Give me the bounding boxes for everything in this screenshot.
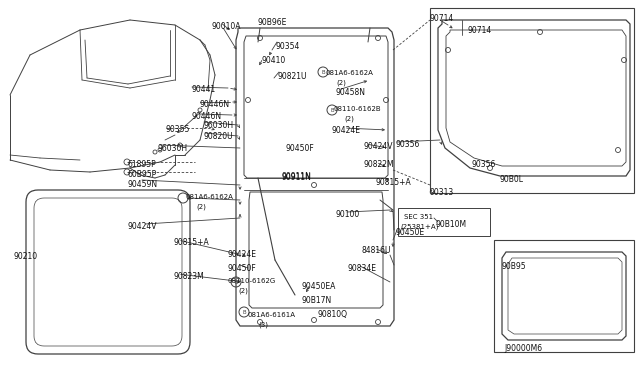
Text: 90823M: 90823M: [174, 272, 205, 281]
Text: 90424E: 90424E: [332, 126, 361, 135]
Text: 60B95P: 60B95P: [128, 170, 157, 179]
Text: SEC 351: SEC 351: [404, 214, 433, 220]
Text: 90210: 90210: [14, 252, 38, 261]
Text: 90441: 90441: [192, 85, 216, 94]
Text: 90450F: 90450F: [228, 264, 257, 273]
Text: 90820U: 90820U: [204, 132, 234, 141]
Text: (2): (2): [336, 80, 346, 87]
Text: (2): (2): [238, 288, 248, 295]
Text: 08110-6162B: 08110-6162B: [334, 106, 381, 112]
Text: 90354: 90354: [276, 42, 300, 51]
Text: 90450E: 90450E: [395, 228, 424, 237]
Text: 90458N: 90458N: [336, 88, 366, 97]
Bar: [494, 240, 634, 352]
Text: 90B0L: 90B0L: [500, 175, 524, 184]
Text: 90B95: 90B95: [502, 262, 527, 271]
Text: B: B: [321, 70, 325, 74]
Text: 90714: 90714: [468, 26, 492, 35]
Text: 96030H: 96030H: [204, 121, 234, 130]
Text: 90B10M: 90B10M: [436, 220, 467, 229]
Text: 90424V: 90424V: [364, 142, 394, 151]
Text: 90834E: 90834E: [348, 264, 377, 273]
Text: J90000M6: J90000M6: [504, 344, 542, 353]
Text: 90822M: 90822M: [364, 160, 395, 169]
Bar: [430, 8, 634, 193]
Text: 90410: 90410: [262, 56, 286, 65]
Text: 61895P: 61895P: [128, 160, 157, 169]
Text: 081A6-6162A: 081A6-6162A: [326, 70, 374, 76]
Text: 90446N: 90446N: [200, 100, 230, 109]
Text: 90356: 90356: [396, 140, 420, 149]
Text: 90010A: 90010A: [212, 22, 241, 31]
Text: 90815+A: 90815+A: [376, 178, 412, 187]
Text: 90911N: 90911N: [282, 172, 312, 181]
Text: 90810Q: 90810Q: [318, 310, 348, 319]
Text: B: B: [330, 108, 334, 112]
Text: 081A6-6162A: 081A6-6162A: [186, 194, 234, 200]
Text: 90313: 90313: [430, 188, 454, 197]
Text: 90356: 90356: [472, 160, 497, 169]
Text: 90911N: 90911N: [282, 173, 312, 182]
Text: B: B: [234, 279, 238, 285]
Bar: [398, 208, 490, 236]
Text: 90B96E: 90B96E: [258, 18, 287, 27]
Text: 90355: 90355: [166, 125, 190, 134]
Text: 90424V: 90424V: [128, 222, 157, 231]
Text: 90450EA: 90450EA: [302, 282, 337, 291]
Text: 90459N: 90459N: [128, 180, 158, 189]
Text: 90100: 90100: [336, 210, 360, 219]
Text: 96030H: 96030H: [158, 144, 188, 153]
Text: 081A6-6161A: 081A6-6161A: [248, 312, 296, 318]
Text: (25381+A): (25381+A): [400, 224, 438, 231]
Text: 90450F: 90450F: [285, 144, 314, 153]
Text: (2): (2): [344, 116, 354, 122]
Text: 90815+A: 90815+A: [174, 238, 210, 247]
Text: (2): (2): [196, 204, 206, 211]
Text: 90B17N: 90B17N: [302, 296, 332, 305]
Text: B: B: [187, 196, 191, 201]
Text: 90714: 90714: [430, 14, 454, 23]
Text: 90821U: 90821U: [278, 72, 307, 81]
Text: 90446N: 90446N: [192, 112, 222, 121]
Text: (3): (3): [258, 322, 268, 328]
Text: 84816U: 84816U: [362, 246, 392, 255]
Text: 08110-6162G: 08110-6162G: [228, 278, 276, 284]
Text: B: B: [242, 310, 246, 314]
Text: 90424E: 90424E: [228, 250, 257, 259]
